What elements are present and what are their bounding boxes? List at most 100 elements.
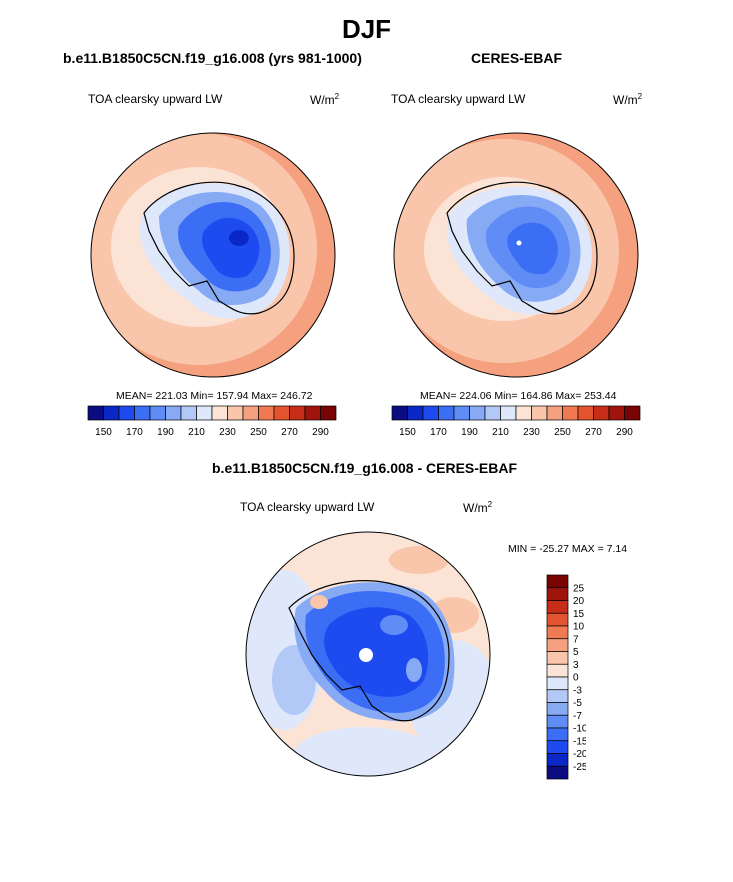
colorbar-box: [407, 405, 424, 421]
colorbar-box: [608, 405, 625, 421]
colorbar-box: [546, 574, 569, 589]
colorbar-box: [515, 405, 532, 421]
panel-2-units: W/m2: [613, 92, 643, 107]
colorbar-tick-label: 250: [250, 427, 267, 438]
colorbar-box: [438, 405, 455, 421]
panel-1-units: W/m2: [310, 92, 340, 107]
colorbar-tick-label: 3: [573, 660, 579, 671]
colorbar-box: [577, 405, 594, 421]
panel-3-field: [246, 532, 490, 776]
colorbar-box: [165, 405, 182, 421]
colorbar-tick-label: 230: [219, 427, 236, 438]
colorbar-tick-label: 0: [573, 673, 579, 684]
colorbar-box: [546, 765, 569, 780]
colorbar-box: [546, 651, 569, 665]
panel-1-variable: TOA clearsky upward LW: [88, 92, 223, 106]
panel-3-map: [245, 531, 491, 777]
colorbar-box: [391, 405, 408, 421]
colorbar-box: [624, 405, 641, 421]
colorbar-tick-label: 290: [312, 427, 329, 438]
colorbar-tick-label: 5: [573, 647, 579, 658]
panel-3-variable: TOA clearsky upward LW: [240, 500, 375, 514]
panel-1-title: b.e11.B1850C5CN.f19_g16.008 (yrs 981-100…: [63, 50, 362, 66]
colorbar-tick-label: -7: [573, 711, 582, 722]
colorbar-tick-label: 25: [573, 583, 585, 594]
colorbar-tick-label: 10: [573, 622, 585, 633]
colorbar-tick-label: -5: [573, 698, 582, 709]
colorbar-box: [500, 405, 517, 421]
colorbar-box: [196, 405, 213, 421]
panel-3-stats: MIN = -25.27 MAX = 7.14: [508, 543, 628, 555]
colorbar-box: [531, 405, 548, 421]
colorbar-tick-label: 150: [399, 427, 416, 438]
colorbar-box: [546, 702, 569, 716]
panel-3-units: W/m2: [463, 500, 493, 515]
colorbar-box: [118, 405, 135, 421]
colorbar-tick-label: 190: [157, 427, 174, 438]
panel-1-colorbar: 150 170 190 210 230 250 270 290: [87, 405, 337, 438]
colorbar-tick-label: 210: [188, 427, 205, 438]
panel-2-field: [394, 133, 638, 377]
colorbar-tick-label: 170: [430, 427, 447, 438]
colorbar-box: [103, 405, 120, 421]
panel-2-stats: MEAN= 224.06 Min= 164.86 Max= 253.44: [420, 390, 617, 402]
colorbar-box: [484, 405, 501, 421]
colorbar-box: [546, 714, 569, 729]
colorbar-box: [546, 740, 569, 754]
colorbar-tick-label: 15: [573, 609, 585, 620]
colorbar-box: [546, 638, 569, 652]
colorbar-box: [469, 405, 486, 421]
colorbar-box: [546, 753, 569, 767]
panel-1-stats: MEAN= 221.03 Min= 157.94 Max= 246.72: [116, 390, 313, 402]
colorbar-box: [546, 600, 569, 614]
colorbar-tick-label: 230: [523, 427, 540, 438]
colorbar-tick-label: 250: [554, 427, 571, 438]
colorbar-box: [593, 405, 610, 421]
colorbar-box: [149, 405, 166, 421]
panel-2-title: CERES-EBAF: [471, 50, 563, 66]
colorbar-box: [304, 405, 321, 421]
colorbar-tick-label: -3: [573, 685, 582, 696]
panel-2-colorbar: 150 170 190 210 230 250 270 290: [391, 405, 641, 438]
colorbar-box: [227, 405, 244, 421]
panel-2-variable: TOA clearsky upward LW: [391, 92, 526, 106]
colorbar-tick-label: 190: [461, 427, 478, 438]
colorbar-box: [562, 405, 579, 421]
colorbar-tick-label: 270: [281, 427, 298, 438]
colorbar-tick-label: 7: [573, 634, 579, 645]
colorbar-box: [320, 405, 337, 421]
colorbar-tick-label: -10: [573, 724, 586, 735]
colorbar-box: [546, 727, 569, 742]
colorbar-tick-label: 170: [126, 427, 143, 438]
panel-3-coastline: [288, 580, 450, 722]
colorbar-tick-label: 20: [573, 596, 585, 607]
colorbar-tick-label: 150: [95, 427, 112, 438]
colorbar-box: [453, 405, 470, 421]
panel-3-title: b.e11.B1850C5CN.f19_g16.008 - CERES-EBAF: [212, 460, 518, 476]
colorbar-box: [546, 689, 569, 703]
colorbar-box: [273, 405, 290, 421]
colorbar-tick-label: 210: [492, 427, 509, 438]
colorbar-box: [211, 405, 228, 421]
colorbar-box: [242, 405, 259, 421]
colorbar-box: [546, 625, 569, 640]
colorbar-box: [258, 405, 275, 421]
colorbar-box: [546, 587, 569, 601]
colorbar-box: [546, 676, 569, 691]
colorbar-box: [134, 405, 151, 421]
colorbar-tick-label: -15: [573, 736, 586, 747]
page-title: DJF: [341, 14, 392, 44]
colorbar-tick-label: -20: [573, 749, 586, 760]
colorbar-box: [546, 405, 563, 421]
colorbar-tick-label: 270: [585, 427, 602, 438]
panel-1-coastline: [143, 181, 295, 315]
panel-3-colorbar: 25 20 15 107 5 3 0-3 -5 -7 -10-15 -20 -25: [546, 574, 586, 780]
colorbar-tick-label: 290: [616, 427, 633, 438]
colorbar-tick-label: -25: [573, 762, 586, 773]
panel-2-map: [393, 132, 639, 378]
colorbar-box: [422, 405, 439, 421]
colorbar-box: [87, 405, 104, 421]
panel-1-map: [90, 132, 336, 378]
colorbar-box: [546, 663, 569, 678]
panel-1-field: [91, 133, 335, 377]
